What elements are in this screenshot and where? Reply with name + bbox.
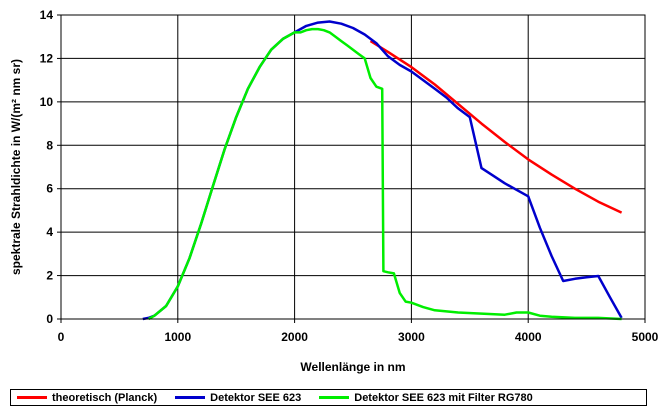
legend: theoretisch (Planck) Detektor SEE 623 Dete… xyxy=(10,389,647,406)
y-tick-labels: 0 2 4 6 8 10 12 14 xyxy=(40,8,54,326)
y-tick-label: 4 xyxy=(46,225,53,239)
y-tick-label: 8 xyxy=(46,138,53,152)
y-tick-label: 14 xyxy=(40,8,54,22)
plot-border xyxy=(60,14,646,320)
legend-item-2: Detektor SEE 623 xyxy=(175,392,301,404)
legend-swatch xyxy=(175,396,206,399)
line-chart: 0 1000 2000 3000 4000 5000 0 2 4 6 8 10 12 14 Wellen… xyxy=(9,8,659,374)
series-line-1 xyxy=(369,40,623,214)
x-tick-label: 2000 xyxy=(281,330,308,344)
y-tick-label: 12 xyxy=(40,51,54,65)
x-tick-label: 0 xyxy=(58,330,65,344)
legend-label: Detektor SEE 623 xyxy=(210,391,302,404)
y-tick-label: 0 xyxy=(46,312,53,326)
y-tick-label: 10 xyxy=(40,95,54,109)
legend-item-1: theoretisch (Planck) xyxy=(17,392,157,404)
x-tick-label: 1000 xyxy=(164,330,191,344)
series-lines xyxy=(142,20,623,321)
legend-item-3: Detektor SEE 623 mit Filter RG780 xyxy=(319,392,533,404)
y-tick-label: 6 xyxy=(46,182,53,196)
legend-swatch xyxy=(17,396,47,399)
y-tick-label: 2 xyxy=(46,269,53,283)
legend-label: Detektor SEE 623 mit Filter RG780 xyxy=(354,391,533,404)
x-tick-labels: 0 1000 2000 3000 4000 5000 xyxy=(58,330,659,344)
legend-swatch xyxy=(319,396,350,399)
series-line-3 xyxy=(147,27,622,321)
x-axis-label: Wellenlänge in nm xyxy=(300,360,405,374)
plot-area xyxy=(61,15,645,319)
legend-label: theoretisch (Planck) xyxy=(52,391,158,404)
x-tick-label: 3000 xyxy=(398,330,425,344)
x-tick-label: 4000 xyxy=(515,330,542,344)
y-axis-label: spektrale Strahldichte in W/(m² nm sr) xyxy=(9,59,23,275)
x-tick-label: 5000 xyxy=(632,330,659,344)
